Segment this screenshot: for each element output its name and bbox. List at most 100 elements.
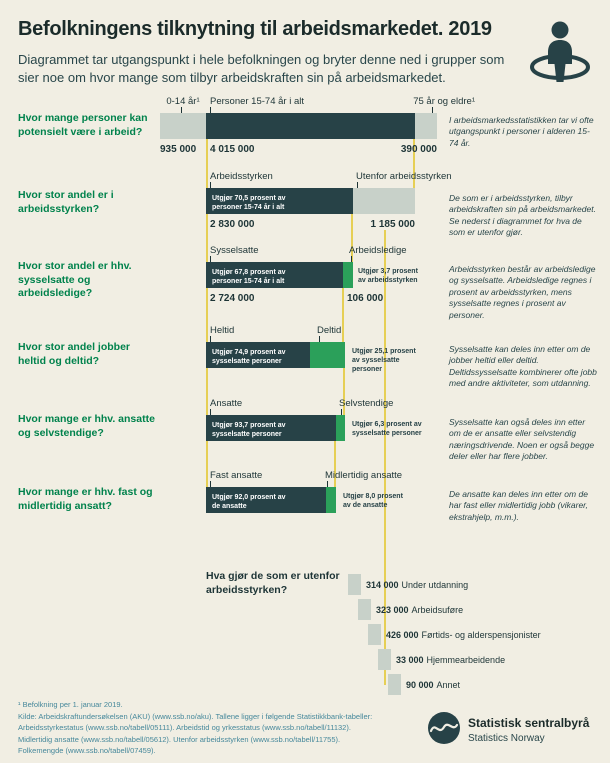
note-row1: I arbeidsmarkedsstatistikken tar vi ofte… — [449, 115, 594, 148]
bar-age-15-74 — [206, 113, 415, 139]
value-utenfor: 1 185 000 — [370, 219, 416, 230]
label-tick — [327, 481, 328, 487]
bar-pensjonister — [368, 624, 381, 645]
question-potential-workers: Hvor mange personer kan potensielt være … — [18, 112, 148, 138]
connector-line — [206, 368, 208, 415]
outside-item-pensjonister: 426 000 Førtids- og alderspensjonister — [386, 630, 541, 640]
question-employees-selfemployed: Hvor mange er hhv. ansatte og selvstendi… — [18, 413, 155, 439]
connector-line — [206, 441, 208, 487]
outside-item-value: 323 000 — [376, 605, 409, 615]
value-arbeidsstyrken: 2 830 000 — [210, 219, 255, 230]
label-tick — [351, 256, 352, 262]
connector-line — [206, 139, 208, 188]
label-tick — [319, 336, 320, 342]
bar-ansatte — [206, 415, 336, 441]
ssb-logo-icon — [428, 712, 460, 749]
label-tick — [210, 107, 211, 113]
outside-item-under-utdanning: 314 000 Under utdanning — [366, 580, 468, 590]
person-icon — [528, 20, 592, 91]
segment-label-arbeidsstyrken: Arbeidsstyrken — [210, 171, 273, 182]
bar-caption-arbeidsstyrken: Utgjør 70,5 prosent av personer 15-74 år… — [212, 195, 286, 212]
value-arbeidsledige: 106 000 — [347, 293, 384, 304]
bar-age-0-14 — [160, 113, 206, 139]
outside-item-label: Annet — [436, 680, 461, 690]
page-title: Befolkningens tilknytning til arbeidsmar… — [18, 18, 492, 40]
connector-line — [351, 214, 353, 262]
outside-item-value: 90 000 — [406, 680, 434, 690]
note-row3: Arbeidsstyrken består av arbeidsledige o… — [449, 264, 596, 320]
segment-label-midlertidig: Midlertidig ansatte — [325, 470, 403, 481]
bar-heltid — [206, 342, 310, 368]
segment-label-arbeidsledige: Arbeidsledige — [349, 245, 407, 256]
connector-line — [342, 288, 344, 342]
value-0-14: 935 000 — [160, 144, 197, 155]
label-tick — [210, 182, 211, 188]
connector-line — [334, 441, 336, 487]
bar-caption-ansatte: Utgjør 93,7 prosent av sysselsatte perso… — [212, 422, 286, 439]
page-subtitle: Diagrammet tar utgangspunkt i hele befol… — [18, 52, 505, 85]
label-tick — [210, 481, 211, 487]
bar-deltid — [310, 342, 345, 368]
label-tick — [210, 409, 211, 415]
outside-item-label: Arbeidsuføre — [411, 605, 464, 615]
question-employed-unemployed: Hvor stor andel er hhv. sysselsatte og a… — [18, 260, 132, 300]
segment-label-deltid: Deltid — [317, 325, 342, 336]
question-fulltime-parttime: Hvor stor andel jobber heltid og deltid? — [18, 341, 131, 367]
value-15-74: 4 015 000 — [210, 144, 255, 155]
label-tick — [357, 182, 358, 188]
segment-label-75plus: 75 år og eldre¹ — [413, 96, 475, 107]
ssb-logo-name: Statistisk sentralbyrå — [468, 716, 590, 730]
outside-item-value: 314 000 — [366, 580, 399, 590]
value-75plus: 390 000 — [400, 144, 437, 155]
bar-caption-arbeidsledige: Utgjør 3,7 prosent av arbeidsstyrken — [358, 268, 418, 285]
connector-line — [413, 139, 415, 188]
bar-caption-selvstendige: Utgjør 6,3 prosent av sysselsatte person… — [352, 421, 422, 438]
segment-label-15-74: Personer 15-74 år i alt — [210, 96, 304, 107]
bar-fast-ansatte — [206, 487, 326, 513]
outside-item-label: Under utdanning — [401, 580, 469, 590]
outside-heading: Hva gjør de som er utenfor arbeidsstyrke… — [206, 570, 340, 596]
outside-item-value: 426 000 — [386, 630, 419, 640]
ssb-logo-name-en: Statistics Norway — [468, 733, 545, 744]
outside-item-label: Førtids- og alderspensjonister — [421, 630, 541, 640]
segment-label-utenfor: Utenfor arbeidsstyrken — [356, 171, 452, 182]
outside-item-arbeidsufore: 323 000 Arbeidsuføre — [376, 605, 463, 615]
connector-line — [206, 288, 208, 342]
bar-arbeidsledige — [343, 262, 353, 288]
bar-selvstendige — [336, 415, 345, 441]
connector-line — [343, 368, 345, 415]
connector-line — [206, 214, 208, 262]
bar-hjemmearbeidende — [378, 649, 391, 670]
bar-arbeidsufore — [358, 599, 371, 620]
bar-under-utdanning — [348, 574, 361, 595]
segment-label-sysselsatte: Sysselsatte — [210, 245, 259, 256]
bar-midlertidig — [326, 487, 336, 513]
segment-label-fast-ansatte: Fast ansatte — [210, 470, 263, 481]
note-row6: De ansatte kan deles inn etter om de har… — [449, 489, 588, 522]
note-row2: De som er i arbeidsstyrken, tilbyr arbei… — [449, 193, 596, 238]
bar-caption-fast-ansatte: Utgjør 92,0 prosent av de ansatte — [212, 494, 286, 511]
bar-caption-heltid: Utgjør 74,9 prosent av sysselsatte perso… — [212, 349, 286, 366]
segment-label-heltid: Heltid — [210, 325, 235, 336]
outside-item-hjemmearbeidende: 33 000 Hjemmearbeidende — [396, 655, 505, 665]
label-tick — [210, 336, 211, 342]
note-row4: Sysselsatte kan deles inn etter om de jo… — [449, 344, 597, 389]
segment-label-selvstendige: Selvstendige — [339, 398, 394, 409]
footnote: ¹ Befolkning per 1. januar 2019. — [18, 700, 123, 709]
outside-item-label: Hjemmearbeidende — [426, 655, 506, 665]
bar-caption-midlertidig: Utgjør 8,0 prosent av de ansatte — [343, 493, 403, 510]
label-tick — [432, 107, 433, 113]
label-tick — [210, 256, 211, 262]
outside-item-annet: 90 000 Annet — [406, 680, 460, 690]
bar-utenfor-arbeidsstyrken — [353, 188, 415, 214]
question-labour-force: Hvor stor andel er i arbeidsstyrken? — [18, 189, 114, 215]
note-row5: Sysselsatte kan også deles inn etter om … — [449, 417, 595, 462]
label-tick — [341, 409, 342, 415]
question-permanent-temporary: Hvor mange er hhv. fast og midlertidig a… — [18, 486, 153, 512]
outside-item-value: 33 000 — [396, 655, 424, 665]
bar-caption-sysselsatte: Utgjør 67,8 prosent av personer 15-74 år… — [212, 269, 286, 286]
bar-caption-deltid: Utgjør 25,1 prosent av sysselsatte perso… — [352, 348, 416, 374]
segment-label-0-14: 0-14 år¹ — [166, 96, 200, 107]
bar-sysselsatte — [206, 262, 343, 288]
